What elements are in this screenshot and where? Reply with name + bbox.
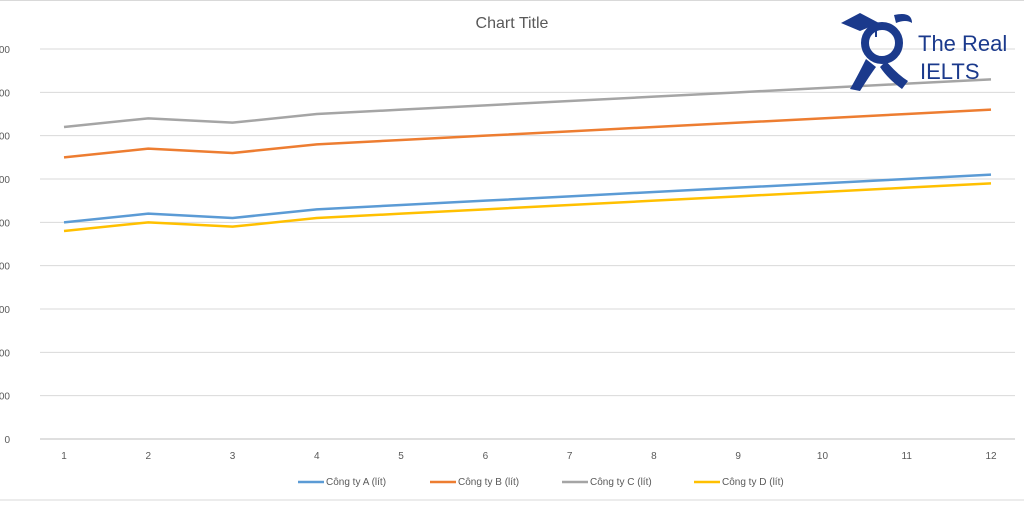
y-tick-label: 200 [0, 348, 10, 359]
x-tick-label: 2 [145, 451, 151, 462]
logo-text-line1: The Real [918, 31, 1007, 56]
y-tick-label: 500 [0, 218, 10, 229]
series-line-3 [63, 78, 992, 129]
x-tick-label: 5 [398, 451, 404, 462]
y-tick-label: 0 [4, 435, 10, 446]
x-tick-label: 1 [61, 451, 67, 462]
x-tick-label: 10 [817, 451, 829, 462]
x-tick-label: 6 [483, 451, 489, 462]
y-tick-label: 100 [0, 392, 10, 403]
x-tick-label: 3 [230, 451, 236, 462]
y-tick-label: 900 [0, 45, 10, 56]
series-line-1 [63, 173, 992, 224]
legend-label: Công ty B (lít) [458, 477, 519, 488]
x-tick-label: 8 [651, 451, 657, 462]
legend-label: Công ty D (lít) [722, 477, 784, 488]
x-tick-label: 12 [985, 451, 997, 462]
y-tick-label: 700 [0, 132, 10, 143]
y-tick-label: 600 [0, 175, 10, 186]
logo: The Real IELTS [836, 9, 1021, 94]
legend-label: Công ty A (lít) [326, 477, 386, 488]
x-tick-label: 11 [902, 451, 913, 462]
legend-label: Công ty C (lít) [590, 477, 652, 488]
graduate-logo-icon: The Real IELTS [841, 13, 1007, 91]
y-tick-label: 400 [0, 262, 10, 273]
series-line-2 [63, 108, 992, 159]
series-line-4 [63, 182, 992, 233]
x-tick-label: 7 [567, 451, 573, 462]
logo-text-line2: IELTS [920, 59, 980, 84]
x-tick-label: 9 [735, 451, 741, 462]
chart-title: Chart Title [476, 15, 549, 32]
x-tick-label: 4 [314, 451, 320, 462]
y-tick-label: 800 [0, 88, 10, 99]
y-tick-label: 300 [0, 305, 10, 316]
